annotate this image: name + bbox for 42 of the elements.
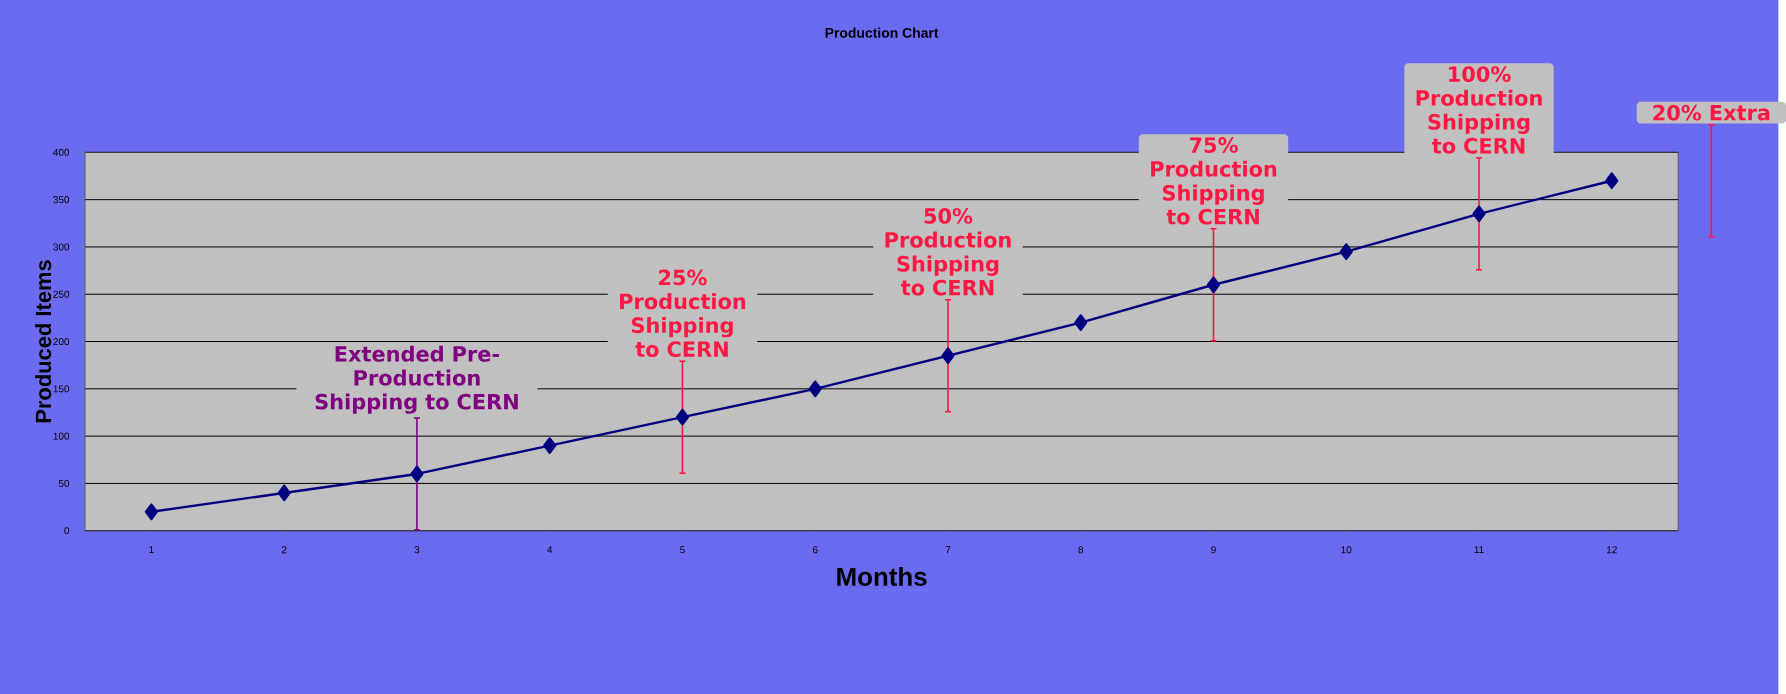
x-tick-label: 5	[680, 546, 685, 554]
x-tick-label: 1	[149, 546, 154, 554]
x-tick-label: 9	[1211, 546, 1216, 554]
text: 20% Extra	[1653, 104, 1770, 121]
y-tick-label: 250	[53, 290, 70, 298]
point	[941, 347, 955, 365]
x-tick-label: 12	[1606, 546, 1617, 554]
point	[277, 484, 291, 502]
annotation: 75% Production Shipping to CERN	[1151, 137, 1277, 225]
x-tick-label: 7	[945, 546, 951, 554]
x-tick-label: 3	[414, 546, 420, 554]
x-axis-title: Months	[837, 566, 927, 586]
y-tick-label: 300	[53, 243, 70, 251]
x-tick-label: 4	[547, 546, 553, 554]
x-tick-label: 2	[281, 546, 287, 554]
point	[1206, 276, 1221, 294]
annotation: 25% Production Shipping to CERN	[620, 269, 746, 358]
x-tick-label: 6	[812, 546, 818, 554]
x-tick-label: 8	[1078, 546, 1084, 554]
y-tick-label: 50	[58, 479, 70, 487]
chart-title: Production Chart	[825, 27, 939, 38]
y-tick-label: 350	[53, 196, 70, 204]
y-tick-label: 400	[53, 148, 70, 156]
x-tick-label: 10	[1341, 546, 1352, 554]
annotation: 50% Production Shipping to CERN	[885, 208, 1011, 296]
annotation: 100% Production Shipping to CERN	[1416, 66, 1542, 154]
x-tick-label: 11	[1474, 546, 1484, 554]
point	[543, 437, 557, 454]
point	[410, 465, 424, 483]
point	[1472, 205, 1486, 223]
y-axis-title: Produced Items	[35, 260, 52, 423]
annotation: Extended Pre-Production Shipping to CERN	[315, 345, 518, 414]
y-tick-label: 0	[64, 527, 70, 535]
y-tick-label: 200	[53, 337, 70, 346]
y-tick-label: 100	[53, 432, 70, 440]
point	[144, 503, 158, 521]
point	[675, 408, 690, 426]
point	[1339, 243, 1353, 261]
point	[1074, 314, 1088, 331]
y-tick-label: 150	[53, 385, 70, 393]
point	[1605, 172, 1619, 190]
point	[808, 380, 822, 398]
